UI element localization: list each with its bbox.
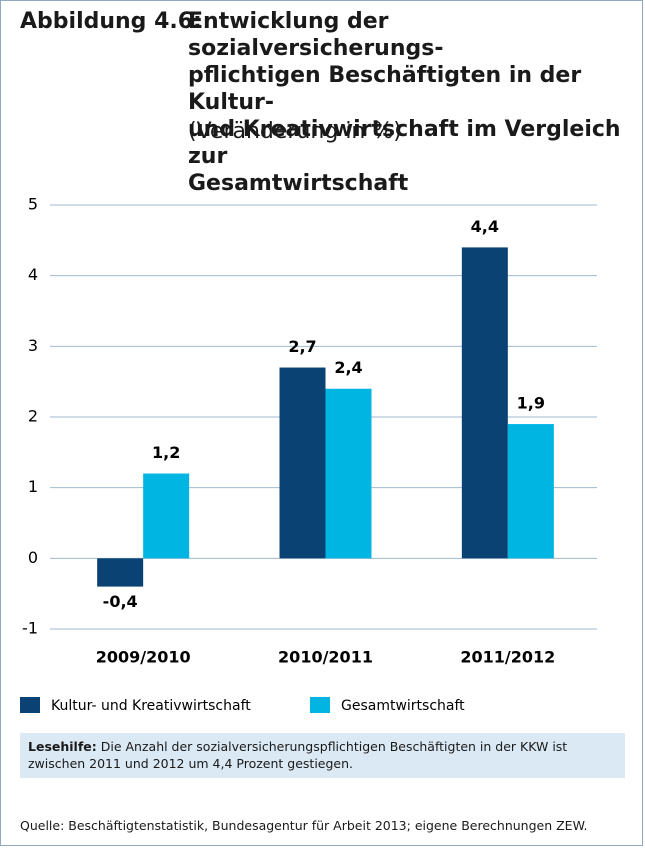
note-label: Lesehilfe: bbox=[28, 739, 97, 754]
y-tick-label: 0 bbox=[28, 548, 38, 567]
y-tick-label: 1 bbox=[28, 477, 38, 496]
title: Abbildung 4.6: Entwicklung der sozialver… bbox=[20, 8, 630, 197]
x-tick-label: 2011/2012 bbox=[460, 648, 555, 667]
value-label: -0,4 bbox=[103, 592, 138, 611]
title-lines: Entwicklung der sozialversicherungs-pfli… bbox=[188, 8, 630, 197]
y-tick-label: 3 bbox=[28, 336, 38, 355]
bar bbox=[507, 424, 554, 559]
subtitle: (Veränderung in %) bbox=[188, 119, 402, 144]
y-tick-label: -1 bbox=[22, 619, 38, 638]
x-tick-label: 2010/2011 bbox=[278, 648, 373, 667]
legend-swatch bbox=[20, 697, 40, 713]
title-line: und Kreativwirtschaft im Vergleich zur bbox=[188, 117, 621, 169]
legend-swatch bbox=[310, 697, 330, 713]
source: Quelle: Beschäftigtenstatistik, Bundesag… bbox=[20, 818, 588, 833]
y-tick-label: 2 bbox=[28, 407, 38, 426]
value-label: 1,2 bbox=[152, 443, 180, 462]
value-label: 1,9 bbox=[517, 394, 545, 413]
bar bbox=[461, 247, 508, 559]
legend-label: Kultur- und Kreativwirtschaft bbox=[51, 698, 251, 714]
y-tick-label: 4 bbox=[28, 265, 38, 284]
title-line: pflichtigen Beschäftigten in der Kultur- bbox=[188, 63, 582, 115]
legend-label: Gesamtwirtschaft bbox=[341, 698, 465, 714]
title-line: Entwicklung der sozialversicherungs- bbox=[188, 9, 444, 61]
bar bbox=[279, 367, 326, 559]
y-tick-label: 5 bbox=[28, 195, 38, 214]
value-label: 2,4 bbox=[334, 358, 362, 377]
figure-label: Abbildung 4.6: bbox=[20, 9, 202, 34]
bar bbox=[97, 558, 144, 587]
note-text: Die Anzahl der sozialversicherungspflich… bbox=[28, 739, 568, 771]
title-line: Gesamtwirtschaft bbox=[188, 171, 409, 196]
value-label: 2,7 bbox=[288, 337, 316, 356]
bar bbox=[325, 388, 372, 559]
value-label: 4,4 bbox=[471, 217, 499, 236]
note-box: Lesehilfe: Die Anzahl der sozialversiche… bbox=[20, 733, 625, 778]
bar bbox=[143, 473, 190, 559]
x-tick-label: 2009/2010 bbox=[96, 648, 191, 667]
